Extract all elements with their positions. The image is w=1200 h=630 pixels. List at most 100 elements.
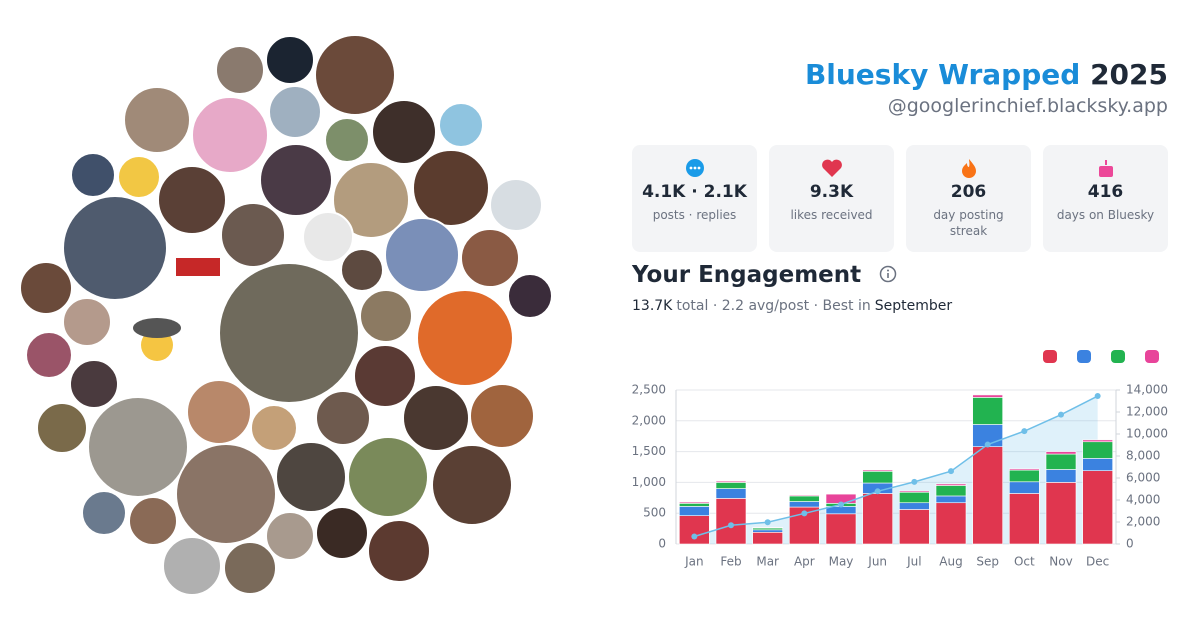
bar-segment — [972, 394, 1003, 398]
x-tick-label: Dec — [1086, 555, 1109, 569]
bar-segment — [935, 502, 967, 545]
bar-segment — [1009, 469, 1040, 483]
line-point — [691, 533, 698, 540]
line-point — [764, 519, 771, 526]
x-tick-label: Jan — [684, 555, 704, 569]
bar-segment — [1045, 469, 1077, 483]
bar-segment — [1045, 451, 1077, 455]
bar-segment — [752, 527, 783, 529]
bar-segment — [1009, 481, 1040, 494]
details: total · 2.2 avg/post · Best in — [676, 298, 871, 314]
bar-segment — [972, 446, 1003, 545]
line-point — [801, 510, 808, 517]
bar-segment — [1082, 458, 1113, 471]
bar-segment — [1009, 493, 1040, 545]
title-text: Bluesky Wrapped — [804, 58, 1081, 91]
line-point — [1021, 428, 1028, 435]
info-icon[interactable] — [879, 265, 897, 283]
bar-segment — [935, 485, 967, 497]
stat-card: 9.3K likes received — [769, 145, 894, 252]
line — [694, 395, 1099, 538]
icon — [685, 159, 704, 177]
y-tick-label: 500 — [643, 506, 666, 520]
line-point — [874, 488, 881, 495]
bar-segment — [935, 483, 967, 486]
line-point — [984, 441, 991, 448]
icon — [821, 159, 842, 177]
y-tick-label: 2,000 — [632, 413, 666, 427]
line-point — [728, 522, 734, 529]
stat-label: day posting streak — [933, 208, 1004, 238]
avatar-cloud — [19, 34, 553, 596]
line-point — [1094, 393, 1101, 400]
stat-value: 206 — [950, 182, 987, 202]
stat-value: 416 — [1087, 182, 1124, 202]
bar-segment — [1045, 482, 1077, 545]
x-tick-label: Sep — [976, 555, 999, 569]
bar-segment — [935, 495, 967, 504]
chart: 0 500 1,000 1,500 2,000 2,500 0 2,000 4,000 6,000… — [632, 350, 1168, 569]
y2-tick-label: 0 — [1126, 537, 1134, 551]
bar-segment — [715, 482, 747, 489]
y-tick-label: 2,500 — [632, 383, 666, 397]
bar-segment — [899, 490, 930, 493]
bar-segment — [862, 471, 893, 484]
bar-segment — [679, 515, 710, 545]
x-tick-label: Nov — [1049, 555, 1072, 569]
x-tick-label: Mar — [756, 555, 779, 569]
total: 13.7K — [632, 298, 673, 314]
bar-segment — [1082, 439, 1113, 443]
y2-tick-label: 12,000 — [1126, 405, 1168, 419]
line-point — [1058, 411, 1064, 418]
bar-segment — [715, 480, 747, 483]
bar-segment — [679, 503, 710, 507]
bar-segment — [789, 495, 820, 502]
bar-segment — [1082, 470, 1113, 545]
section-heading: Your Engagement — [632, 262, 897, 288]
engagement-summary: 13.7K total · 2.2 avg/post · Best in Septe… — [632, 298, 956, 314]
line-point — [948, 468, 954, 475]
bar-segment — [862, 493, 893, 545]
stat-value: 9.3K — [809, 182, 854, 202]
x-tick-label: Feb — [720, 555, 741, 569]
stat-label: days on Bluesky — [1056, 208, 1155, 222]
line-point — [838, 501, 844, 508]
bar-segment — [1045, 453, 1077, 470]
bar-segment — [789, 494, 820, 497]
bar-segment — [752, 531, 783, 545]
stat-card: 4.1K · 2.1K posts · replies — [632, 145, 757, 252]
y2-tick-label: 2,000 — [1126, 515, 1160, 529]
bar-segment — [1082, 441, 1113, 459]
bar-segment — [679, 506, 710, 516]
y2-tick-label: 6,000 — [1126, 471, 1160, 485]
bar-segment — [862, 469, 893, 472]
bar-segment — [899, 509, 930, 545]
bar-segment — [715, 498, 747, 545]
y2-tick-label: 4,000 — [1126, 493, 1160, 507]
bar-segment — [679, 501, 710, 504]
stat-label: likes received — [790, 208, 873, 222]
bar-segment — [972, 397, 1003, 425]
legend-swatch — [1043, 350, 1057, 363]
x-tick-label: Jun — [867, 555, 887, 569]
x-tick-label: Apr — [794, 555, 815, 569]
title-year: 2025 — [1090, 58, 1168, 91]
y2-tick-label: 14,000 — [1126, 383, 1168, 397]
bar-segment — [899, 491, 930, 504]
y-tick-label: 0 — [658, 537, 666, 551]
bar-segment — [825, 513, 857, 545]
y-tick-label: 1,000 — [632, 475, 666, 489]
x-tick-label: Jul — [906, 555, 921, 569]
y-tick-label: 1,500 — [632, 444, 666, 458]
handle: @googlerinchief.blacksky.app — [887, 95, 1168, 117]
y2-tick-label: 8,000 — [1126, 449, 1160, 463]
x-tick-label: May — [829, 555, 854, 569]
title: Bluesky Wrapped 2025 — [805, 58, 1168, 91]
legend-swatch — [1111, 350, 1125, 363]
y2-tick-label: 10,000 — [1126, 427, 1168, 441]
icon — [1098, 160, 1113, 177]
bar-segment — [899, 502, 930, 510]
bar-segment — [1009, 468, 1040, 471]
best-month: September — [874, 298, 953, 314]
